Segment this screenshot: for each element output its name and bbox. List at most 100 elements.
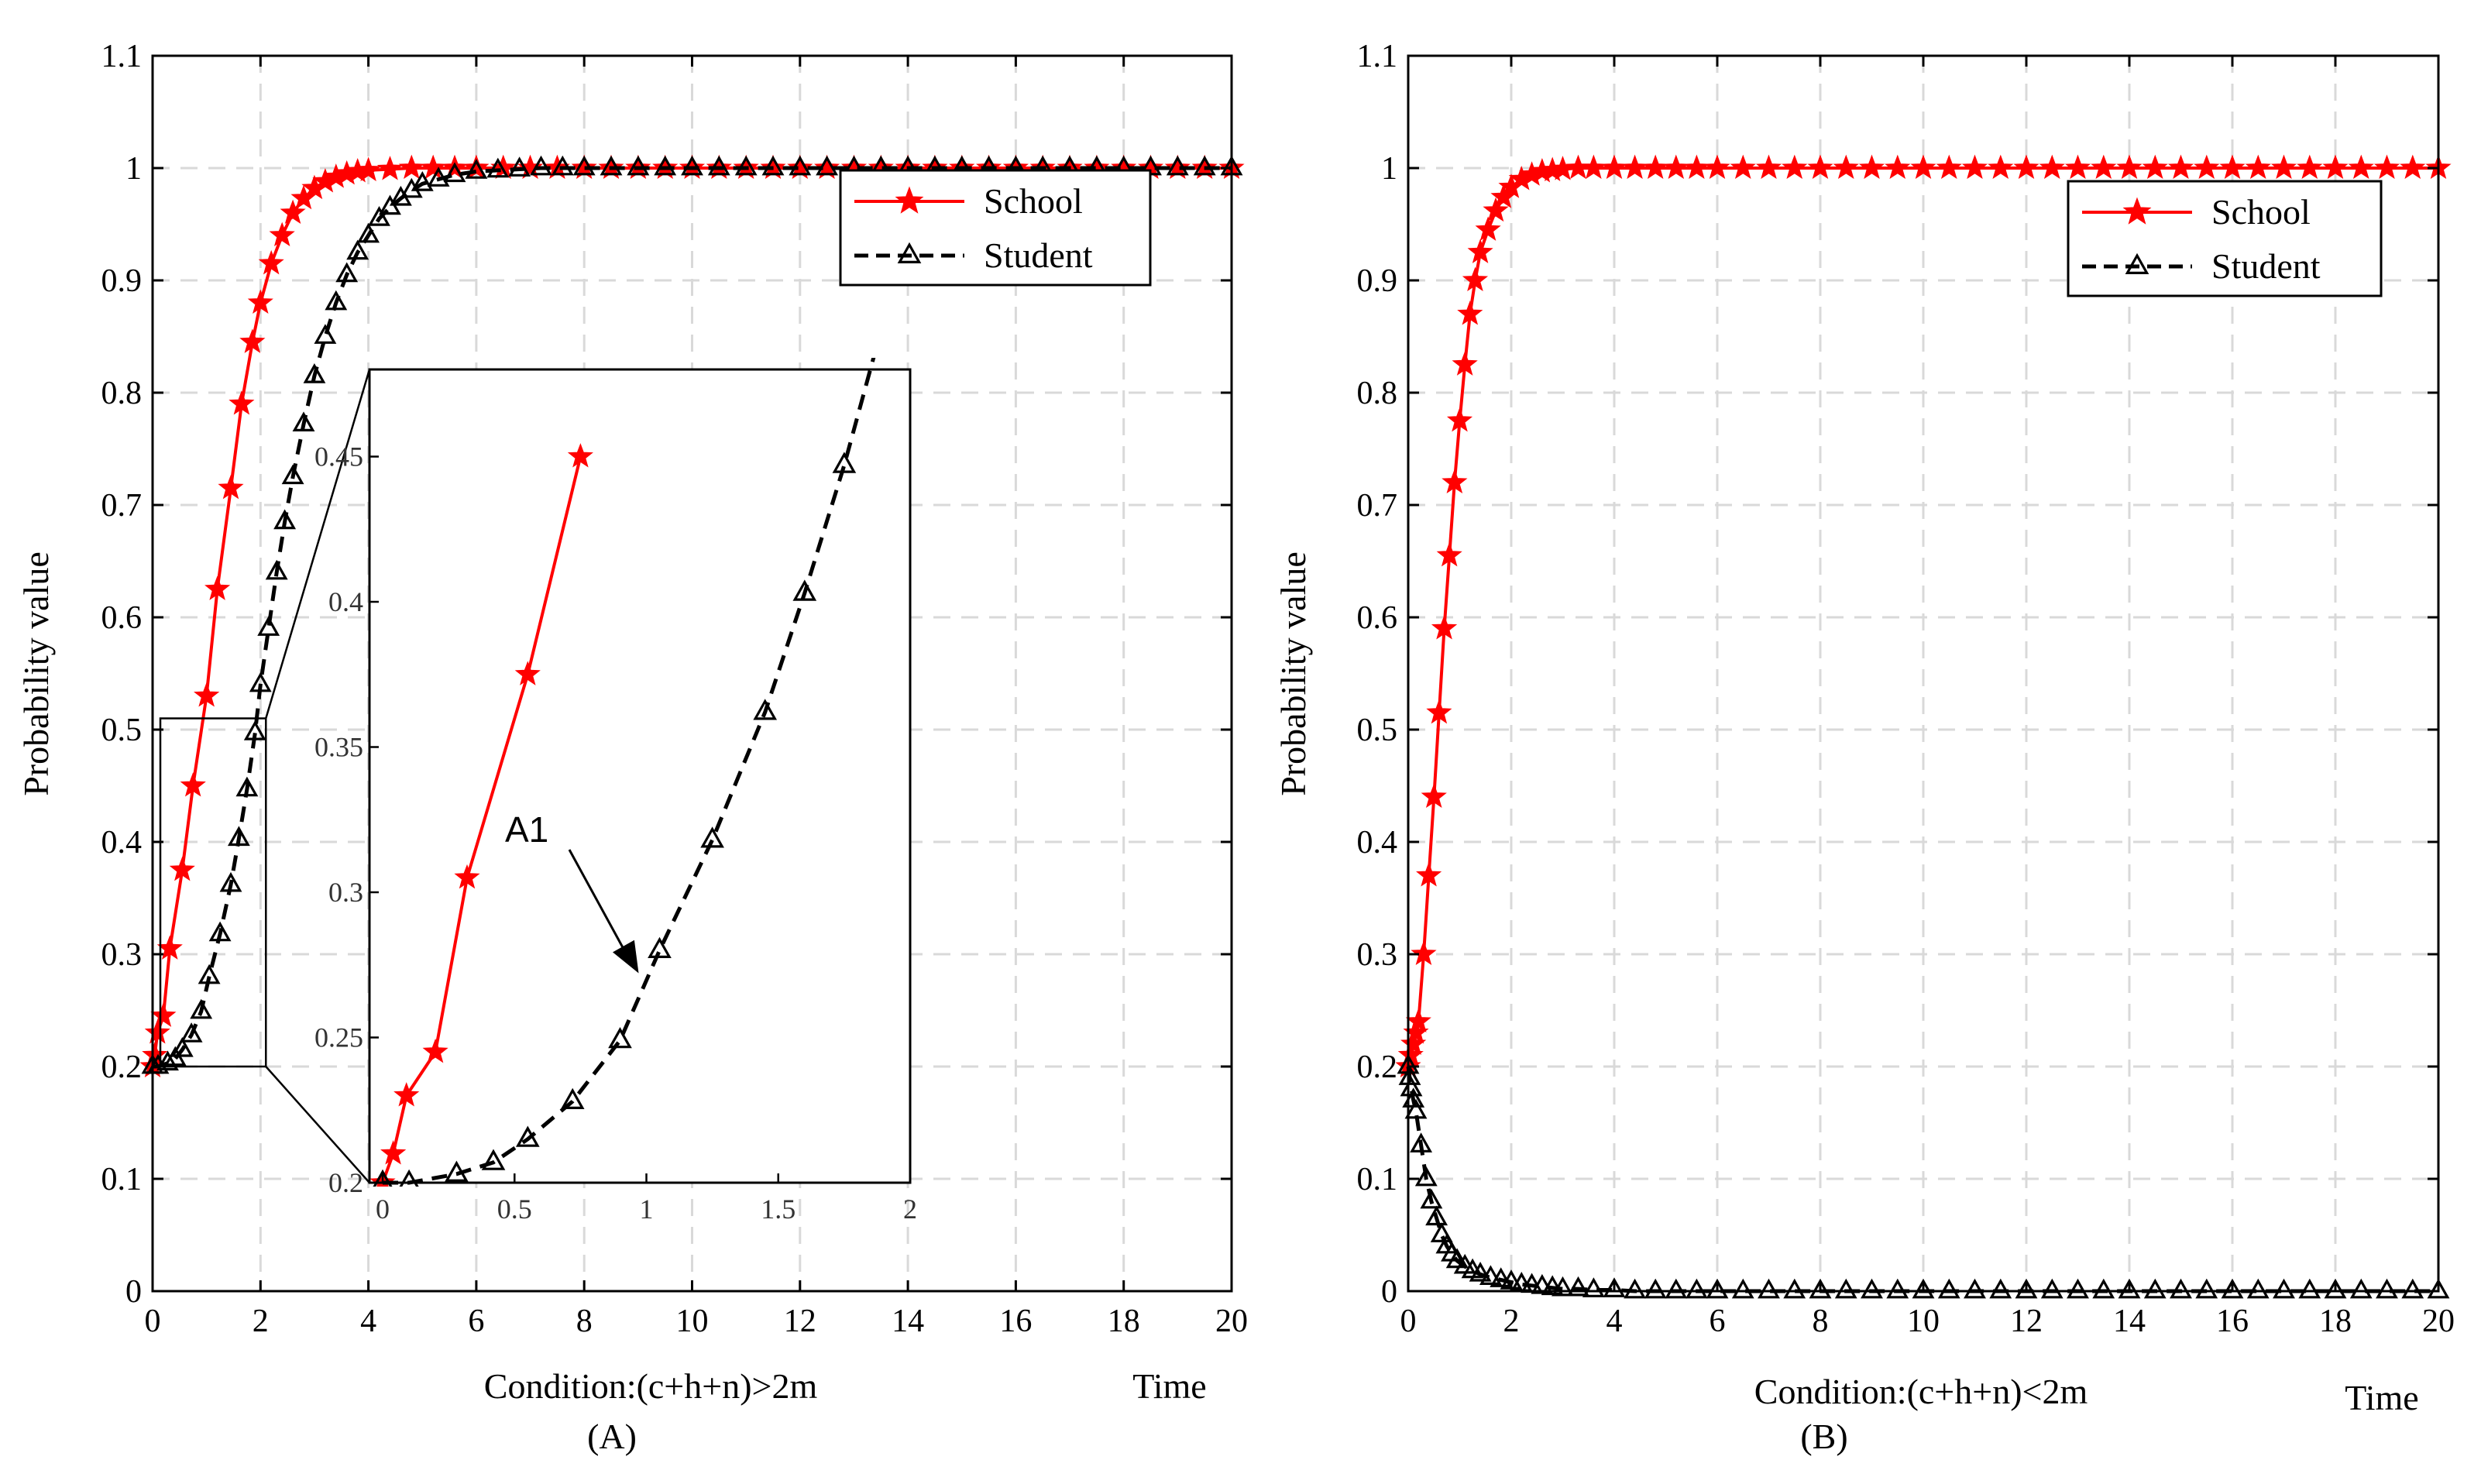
student-point bbox=[816, 155, 839, 176]
student-point bbox=[1479, 1265, 1502, 1286]
y-tick-label: 0.3 bbox=[1357, 937, 1398, 973]
panel-a-legend-student: Student bbox=[984, 235, 1093, 275]
x-tick-label: 4 bbox=[1606, 1304, 1623, 1339]
student-point bbox=[2298, 1278, 2321, 1299]
school-point bbox=[1730, 154, 1756, 180]
student-point bbox=[1964, 1278, 1986, 1299]
school-point bbox=[194, 682, 220, 707]
student-point bbox=[357, 222, 380, 243]
student-point bbox=[1706, 1278, 1729, 1299]
y-tick-label: 0.1 bbox=[101, 1162, 143, 1197]
school-point bbox=[2400, 154, 2426, 180]
school-point bbox=[1988, 154, 2014, 180]
annotation-a1-arrow bbox=[568, 849, 632, 964]
y-tick-label: 1 bbox=[1381, 151, 1397, 187]
inset-student-point bbox=[648, 936, 672, 959]
panel-a-legend-box bbox=[839, 169, 1152, 287]
inset-student-point bbox=[445, 1160, 469, 1182]
student-point bbox=[265, 559, 288, 580]
school-point bbox=[1426, 699, 1452, 724]
school-point bbox=[1431, 615, 1458, 640]
school-point bbox=[356, 156, 382, 181]
student-point bbox=[1603, 1277, 1626, 1297]
inset-student-point bbox=[700, 826, 724, 848]
y-tick-label: 0.8 bbox=[101, 376, 143, 411]
student-point bbox=[368, 206, 390, 226]
inset-y-tick-label: 0.2 bbox=[328, 1167, 363, 1198]
school-point bbox=[204, 575, 231, 600]
panel-b-legend: School Student bbox=[2067, 180, 2383, 297]
panel-a-ylabel: Probability value bbox=[16, 551, 56, 796]
school-point bbox=[1755, 154, 1782, 180]
student-point bbox=[427, 167, 450, 187]
inset-x-tick-label: 0.5 bbox=[497, 1194, 532, 1225]
student-point bbox=[1541, 1275, 1564, 1296]
student-point bbox=[1490, 1267, 1513, 1287]
school-point bbox=[2373, 154, 2400, 180]
y-tick-label: 0.4 bbox=[1357, 825, 1398, 861]
student-point bbox=[2170, 1278, 2192, 1299]
school-point bbox=[2142, 154, 2168, 180]
x-tick-label: 2 bbox=[253, 1304, 269, 1339]
student-point bbox=[1685, 1278, 1708, 1299]
inset-student-point bbox=[792, 579, 817, 601]
inset-student-point bbox=[832, 452, 857, 473]
student-point bbox=[2067, 1278, 2089, 1299]
student-point bbox=[1783, 1278, 1806, 1299]
school-point bbox=[1622, 154, 1648, 180]
student-point bbox=[572, 155, 596, 176]
panel-b-legend-school: School bbox=[2211, 192, 2311, 232]
school-point bbox=[2194, 154, 2220, 180]
x-tick-label: 8 bbox=[576, 1304, 593, 1339]
y-tick-label: 0.8 bbox=[1357, 376, 1398, 411]
school-point bbox=[1457, 301, 1483, 325]
student-point bbox=[1531, 1273, 1554, 1294]
student-point bbox=[314, 324, 337, 344]
student-point bbox=[273, 509, 297, 530]
student-point bbox=[2092, 1278, 2115, 1299]
student-point bbox=[2349, 1278, 2373, 1299]
student-point bbox=[2040, 1278, 2063, 1299]
student-point bbox=[1665, 1278, 1688, 1299]
x-tick-label: 2 bbox=[1503, 1304, 1520, 1339]
student-point bbox=[465, 159, 488, 179]
student-point bbox=[2195, 1278, 2218, 1299]
x-tick-label: 0 bbox=[1400, 1304, 1417, 1339]
school-point bbox=[1452, 351, 1478, 376]
inset-student-point bbox=[481, 1149, 506, 1170]
inset-school-point bbox=[454, 864, 480, 889]
series-student bbox=[1397, 1053, 2450, 1299]
y-tick-label: 0.9 bbox=[1357, 263, 1398, 299]
student-point bbox=[1886, 1278, 1909, 1299]
panel-a-legend: School Student bbox=[839, 169, 1152, 287]
panel-b-legend-school-sample bbox=[2082, 197, 2192, 225]
annotation-a1-arrowhead bbox=[613, 940, 639, 974]
inset-y-tick-label: 0.35 bbox=[314, 732, 363, 763]
inset-school-point bbox=[380, 1140, 407, 1165]
student-point bbox=[508, 156, 531, 177]
student-point bbox=[235, 776, 259, 797]
student-point bbox=[1834, 1278, 1857, 1299]
inset-student-point bbox=[515, 1125, 540, 1147]
panel-a-legend-school-sample bbox=[854, 186, 964, 214]
school-point bbox=[1446, 407, 1473, 432]
inset-y-tick-label: 0.25 bbox=[314, 1022, 363, 1053]
student-point bbox=[551, 155, 574, 176]
student-point bbox=[1410, 1132, 1433, 1153]
school-point bbox=[2219, 154, 2246, 180]
panel-b-legend-box bbox=[2067, 180, 2383, 297]
x-tick-label: 10 bbox=[676, 1304, 709, 1339]
inset-school-point bbox=[422, 1038, 448, 1063]
school-point bbox=[1663, 154, 1689, 180]
school-point bbox=[1782, 154, 1808, 180]
school-point bbox=[180, 772, 206, 797]
school-point bbox=[1885, 154, 1911, 180]
student-point bbox=[1582, 1277, 1605, 1297]
panel-a-inset-annotation: A1 bbox=[505, 809, 639, 974]
school-point bbox=[1483, 197, 1509, 222]
panel-a-legend-school: School bbox=[984, 181, 1083, 221]
panel-a-inset: 0 0.5 1 1.5 2 0.2 0.25 0.3 0.35 0.4 0.45 A1 bbox=[314, 358, 917, 1225]
student-point bbox=[2221, 1278, 2244, 1299]
y-tick-label: 0.2 bbox=[1357, 1049, 1398, 1085]
inset-x-tick-label: 0 bbox=[376, 1194, 390, 1225]
